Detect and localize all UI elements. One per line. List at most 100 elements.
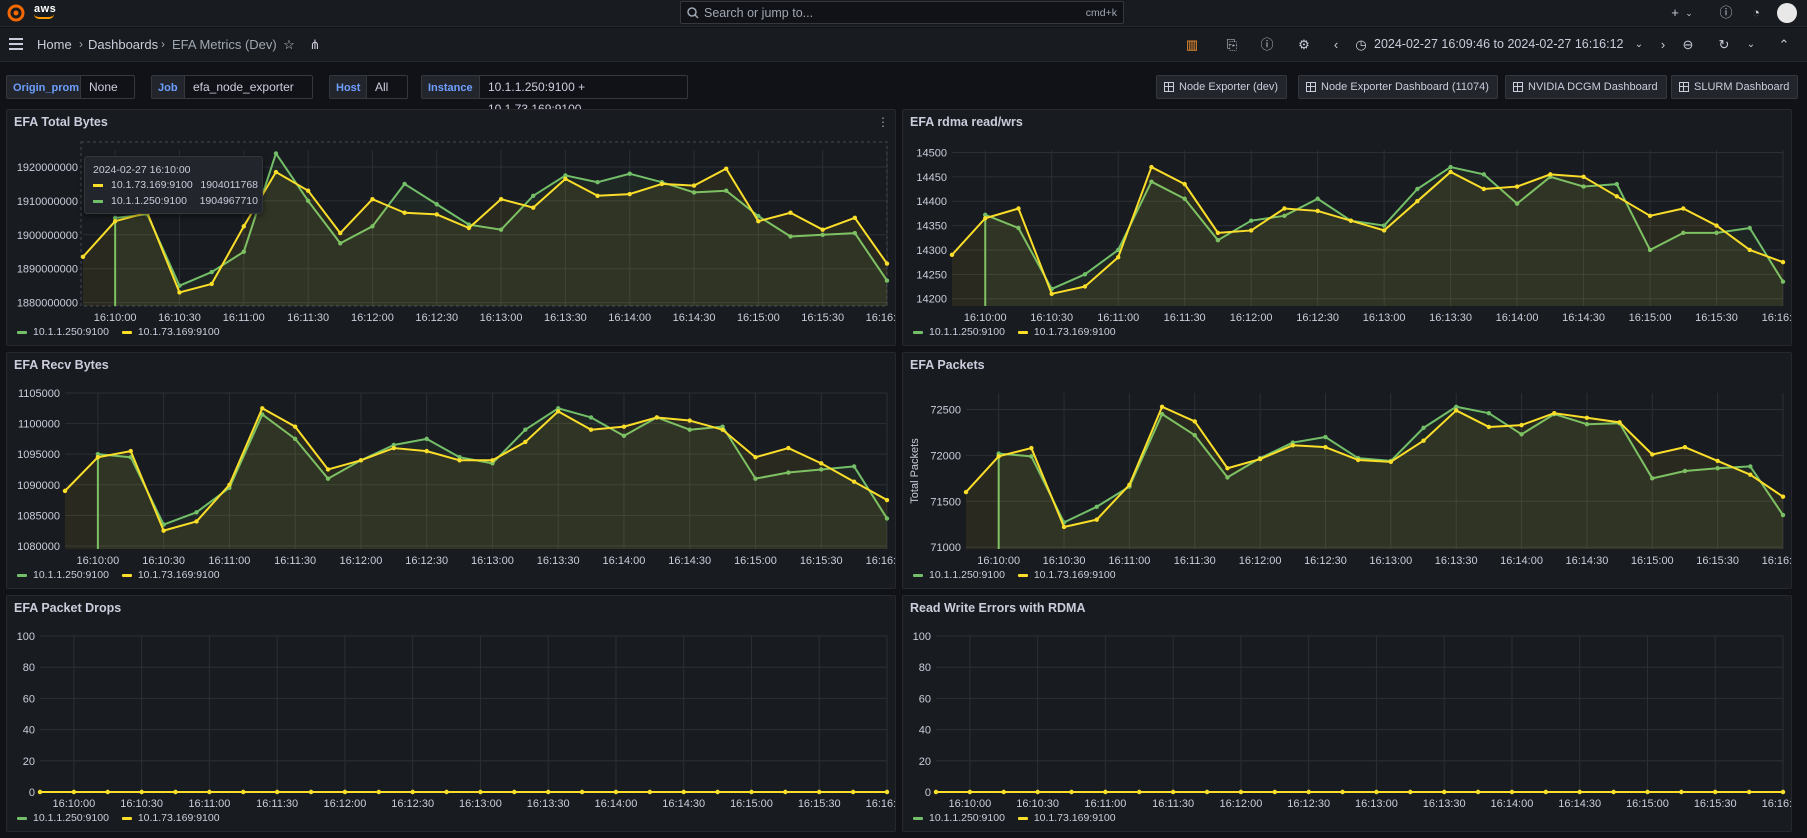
panel-efa-recv-bytes[interactable]: EFA Recv Bytes 1080000 1085000 1090000 1095… <box>6 352 896 589</box>
refresh-icon[interactable]: ↻ <box>1718 37 1730 52</box>
x-tick-label: 16:10:30 <box>158 312 201 324</box>
zoom-out-icon[interactable]: ⊖ <box>1682 37 1694 52</box>
variable-select-instance[interactable]: 10.1.1.250:9100 + 10.1.73.169:9100 ⌄ <box>479 75 688 116</box>
data-point <box>1408 789 1413 795</box>
data-point <box>434 202 439 207</box>
data-point <box>1647 213 1653 219</box>
y-tick-label: 1085000 <box>17 510 60 522</box>
x-tick-label: 16:16:00 <box>866 312 896 324</box>
info-icon[interactable]: ⓘ <box>1260 37 1274 52</box>
search-input[interactable]: Search or jump to... cmd+k <box>680 1 1124 24</box>
legend-item[interactable]: 10.1.1.250:9100 <box>913 569 1005 581</box>
x-tick-label: 16:13:00 <box>471 555 514 567</box>
legend-label: 10.1.1.250:9100 <box>929 569 1005 581</box>
variable-select-origin-prom[interactable]: None ⌄ <box>80 75 135 115</box>
menu-icon[interactable] <box>9 38 23 50</box>
data-point <box>647 789 653 795</box>
legend-item[interactable]: 10.1.1.250:9100 <box>17 326 109 338</box>
data-point <box>1448 169 1453 175</box>
series-area <box>952 167 1783 306</box>
variable-select-job[interactable]: efa_node_exporter ⌄ <box>184 75 313 115</box>
chevron-down-icon[interactable]: ⌄ <box>1634 39 1644 50</box>
variable-label-host: Host <box>329 75 368 99</box>
panel-efa-rdma-read-wrs[interactable]: EFA rdma read/wrs 14200 14250 14300 14350 14… <box>902 109 1792 346</box>
breadcrumb-dashboards[interactable]: Dashboards <box>88 37 159 52</box>
x-tick-label: 16:16:00 <box>866 798 896 810</box>
x-tick-label: 16:13:00 <box>1355 798 1398 810</box>
legend-item[interactable]: 10.1.1.250:9100 <box>913 812 1005 824</box>
panel-efa-total-bytes[interactable]: EFA Total Bytes ⋮ 1880000000 1890000000 19… <box>6 109 896 346</box>
panel-menu-icon[interactable]: ⋮ <box>877 115 889 129</box>
data-point <box>305 188 311 193</box>
variable-select-host[interactable]: All ⌄ <box>366 75 408 115</box>
legend-item[interactable]: 10.1.73.169:9100 <box>121 326 220 338</box>
save-icon[interactable]: ⎘ <box>1226 37 1238 52</box>
legend-item[interactable]: 10.1.73.169:9100 <box>121 569 220 581</box>
avatar[interactable] <box>1777 3 1797 23</box>
time-back-icon[interactable]: ‹ <box>1333 37 1339 52</box>
nav-bar: Home › Dashboards › EFA Metrics (Dev) ☆ … <box>0 28 1807 62</box>
link-node-exporter-dev[interactable]: Node Exporter (dev) <box>1156 75 1288 99</box>
data-point <box>1225 475 1230 480</box>
data-point <box>613 789 619 795</box>
add-panel-icon[interactable]: ▥ <box>1185 37 1199 52</box>
data-point <box>1715 458 1720 464</box>
refresh-interval-chevron-icon[interactable]: ⌄ <box>1746 39 1756 50</box>
breadcrumb-home[interactable]: Home <box>37 37 72 52</box>
share-icon[interactable]: ⋔ <box>309 37 321 52</box>
x-tick-label: 16:12:00 <box>1230 312 1273 324</box>
legend: 10.1.1.250:9100 10.1.73.169:9100 <box>913 569 1126 583</box>
data-point <box>434 212 439 217</box>
y-tick-label: 1080000 <box>17 541 60 553</box>
time-range-picker[interactable]: 2024-02-27 16:09:46 to 2024-02-27 16:16:… <box>1374 37 1624 51</box>
chevron-down-icon[interactable]: ⌄ <box>1685 8 1693 18</box>
legend-label: 10.1.1.250:9100 <box>929 326 1005 338</box>
link-node-exporter-dashboard[interactable]: Node Exporter Dashboard (11074) <box>1298 75 1498 99</box>
tooltip-value: 1904011768 <box>200 179 258 191</box>
data-point <box>177 290 182 295</box>
x-tick-label: 16:11:00 <box>1108 555 1150 567</box>
data-point <box>595 193 600 198</box>
x-tick-label: 16:13:00 <box>480 312 523 324</box>
data-point <box>1388 459 1394 465</box>
help-icon[interactable]: ⓘ <box>1719 5 1733 20</box>
tooltip-row: 10.1.1.250:9100 1904967710 <box>93 195 258 208</box>
data-point <box>523 427 528 432</box>
y-tick-label: 40 <box>919 725 931 737</box>
panel-read-write-errors-rdma[interactable]: Read Write Errors with RDMA 0 20 40 60 80 100… <box>902 595 1792 832</box>
data-point <box>391 442 396 448</box>
collapse-up-icon[interactable]: ⌃ <box>1778 37 1790 52</box>
panel-efa-packets[interactable]: EFA Packets 71000 71500 72000 72500 16:10:00… <box>902 352 1792 589</box>
time-forward-icon[interactable]: › <box>1660 37 1666 52</box>
data-point <box>1272 789 1277 795</box>
data-point <box>1481 172 1487 177</box>
legend-item[interactable]: 10.1.73.169:9100 <box>1017 812 1116 824</box>
news-rss-icon[interactable]: ◔ <box>1752 5 1760 20</box>
data-point <box>1159 411 1165 417</box>
settings-gear-icon[interactable]: ⚙ <box>1298 37 1310 52</box>
legend: 10.1.1.250:9100 10.1.73.169:9100 <box>17 569 230 583</box>
data-point <box>1748 472 1753 477</box>
legend-item[interactable]: 10.1.1.250:9100 <box>17 569 109 581</box>
tooltip-row: 10.1.73.169:9100 1904011768 <box>93 179 258 192</box>
star-icon[interactable]: ☆ <box>283 37 295 52</box>
legend-item[interactable]: 10.1.1.250:9100 <box>913 326 1005 338</box>
x-tick-label: 16:10:00 <box>76 555 119 567</box>
data-point <box>308 789 314 795</box>
plus-icon[interactable]: + <box>1671 5 1679 20</box>
link-slurm-dashboard[interactable]: SLURM Dashboard <box>1671 75 1799 99</box>
data-point <box>260 406 265 411</box>
legend-item[interactable]: 10.1.73.169:9100 <box>1017 569 1116 581</box>
y-tick-label: 1920000000 <box>17 162 78 174</box>
data-point <box>105 789 110 795</box>
link-nvidia-dcgm-dashboard[interactable]: NVIDIA DCGM Dashboard <box>1505 75 1667 99</box>
panel-efa-packet-drops[interactable]: EFA Packet Drops 0 20 40 60 80 100 16:10:00 16:… <box>6 595 896 832</box>
legend-item[interactable]: 10.1.73.169:9100 <box>121 812 220 824</box>
legend-item[interactable]: 10.1.1.250:9100 <box>17 812 109 824</box>
x-tick-label: 16:10:30 <box>1030 312 1073 324</box>
grafana-logo-icon[interactable] <box>7 4 25 22</box>
legend-item[interactable]: 10.1.73.169:9100 <box>1017 326 1116 338</box>
tooltip-time: 2024-02-27 16:10:00 <box>93 164 191 176</box>
data-point <box>1340 789 1345 795</box>
data-point <box>788 234 793 239</box>
